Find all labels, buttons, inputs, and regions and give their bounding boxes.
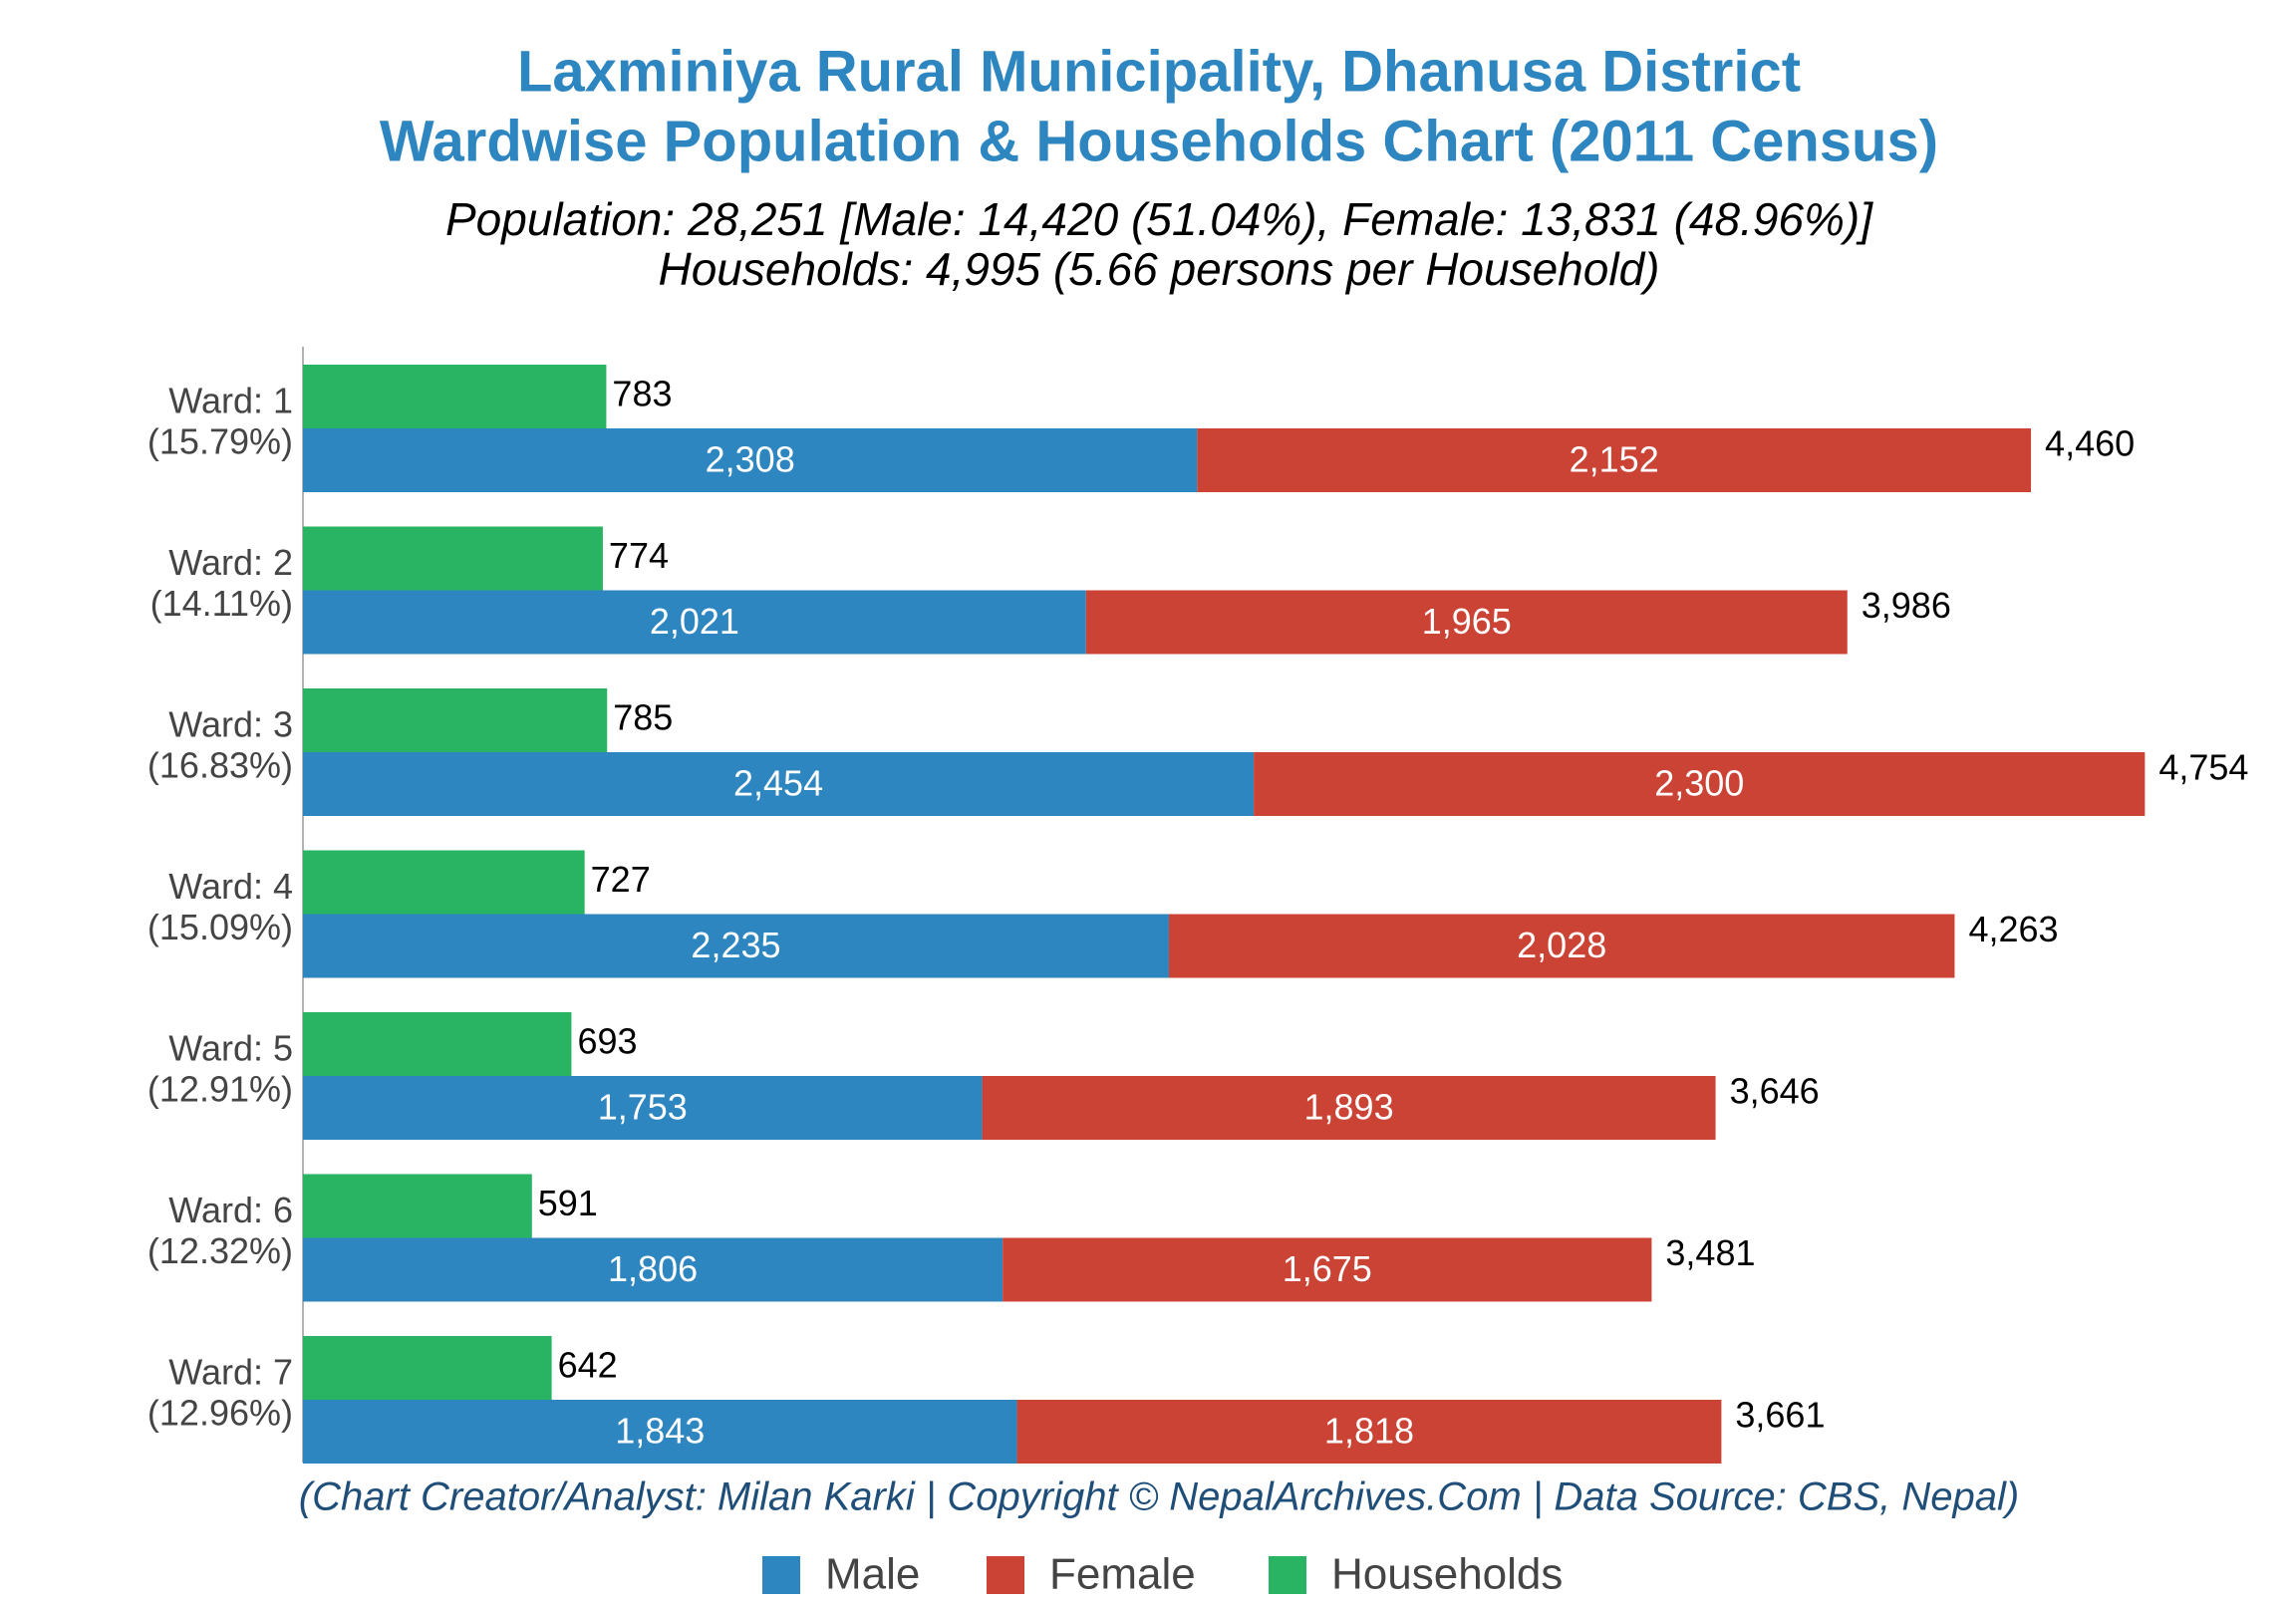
bar-segment (1003, 1237, 1652, 1302)
total-label: 4,263 (1968, 909, 2058, 949)
bar-segment (1197, 428, 2032, 492)
bar-segment (1254, 752, 2146, 816)
value-label: 783 (612, 374, 672, 414)
segment-label: 1,806 (608, 1248, 698, 1289)
category-share: (12.96%) (147, 1393, 293, 1434)
category-share: (16.83%) (147, 745, 293, 786)
footer: (Chart Creator/Analyst: Milan Karki | Co… (299, 1475, 2019, 1519)
segment-label: 2,021 (650, 601, 739, 642)
segment-label: 2,454 (733, 763, 823, 804)
bar-segment (1085, 590, 1848, 655)
total-label: 4,460 (2045, 423, 2135, 464)
value-label: 591 (538, 1183, 598, 1223)
category-label: Ward: 4 (168, 866, 293, 907)
bar-segment (1168, 914, 1955, 978)
category-share: (12.91%) (147, 1069, 293, 1110)
value-label: 774 (609, 535, 669, 576)
chart-title: Wardwise Population & Households Chart (… (380, 109, 1938, 173)
category-share: (15.09%) (147, 907, 293, 947)
segment-label: 2,300 (1654, 763, 1744, 804)
bar-segment (1016, 1400, 1722, 1464)
total-label: 3,481 (1665, 1232, 1755, 1273)
bar-segment (303, 914, 1169, 978)
bar-segment (303, 1400, 1017, 1464)
chart-title: Laxminiya Rural Municipality, Dhanusa Di… (517, 39, 1801, 104)
segment-label: 1,843 (615, 1411, 705, 1452)
bar-segment (303, 752, 1255, 816)
category-share: (12.32%) (147, 1230, 293, 1271)
segment-label: 1,675 (1283, 1248, 1372, 1289)
category-share: (15.79%) (147, 421, 293, 462)
household-bar (303, 688, 608, 752)
total-label: 3,646 (1730, 1071, 1820, 1112)
value-label: 693 (577, 1021, 637, 1062)
category-label: Ward: 6 (168, 1190, 293, 1230)
category-share: (14.11%) (150, 583, 293, 624)
household-bar (303, 1012, 572, 1076)
bar-segment (303, 590, 1086, 655)
legend-swatch (762, 1556, 800, 1594)
category-label: Ward: 3 (168, 704, 293, 745)
segment-label: 1,818 (1324, 1411, 1414, 1452)
segment-label: 2,028 (1517, 925, 1606, 965)
value-label: 642 (558, 1345, 618, 1386)
bar-segment (303, 1237, 1004, 1302)
legend-label: Male (825, 1550, 920, 1599)
household-bar (303, 365, 607, 428)
chart-subtitle: Households: 4,995 (5.66 persons per Hous… (659, 243, 1660, 295)
legend-label: Households (1331, 1550, 1563, 1599)
household-bar (303, 1174, 532, 1238)
segment-label: 2,152 (1570, 439, 1659, 480)
household-bar (303, 1336, 552, 1400)
segment-label: 2,308 (706, 439, 795, 480)
category-label: Ward: 5 (168, 1028, 293, 1069)
segment-label: 2,235 (691, 925, 780, 965)
category-label: Ward: 7 (168, 1352, 293, 1393)
segment-label: 1,893 (1304, 1087, 1394, 1128)
bar-segment (303, 428, 1198, 492)
segment-label: 1,753 (598, 1087, 688, 1128)
legend-label: Female (1049, 1550, 1196, 1599)
chart-subtitle: Population: 28,251 [Male: 14,420 (51.04%… (445, 193, 1873, 245)
legend-swatch (987, 1556, 1024, 1594)
value-label: 785 (613, 697, 673, 738)
total-label: 3,986 (1862, 585, 1951, 626)
bar-segment (303, 1076, 983, 1140)
household-bar (303, 526, 603, 591)
category-label: Ward: 2 (168, 542, 293, 583)
legend-swatch (1269, 1556, 1306, 1594)
category-label: Ward: 1 (168, 381, 293, 421)
household-bar (303, 850, 585, 915)
segment-label: 1,965 (1422, 601, 1512, 642)
bar-segment (982, 1076, 1716, 1140)
total-label: 4,754 (2158, 747, 2248, 788)
total-label: 3,661 (1735, 1395, 1825, 1436)
value-label: 727 (591, 859, 651, 900)
